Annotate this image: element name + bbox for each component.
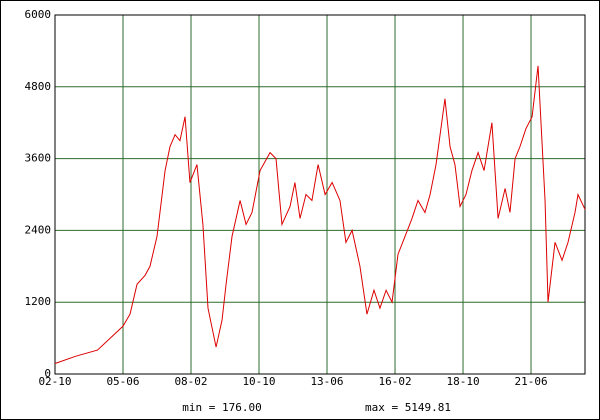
x-tick-label: 02-10 bbox=[38, 375, 71, 388]
plot-border bbox=[54, 14, 586, 375]
data-line bbox=[54, 65, 586, 364]
x-tick-label: 10-10 bbox=[242, 375, 275, 388]
x-tick-label: 16-02 bbox=[378, 375, 411, 388]
x-tick-label: 21-06 bbox=[514, 375, 547, 388]
x-tick-label: 05-06 bbox=[106, 375, 139, 388]
min-annotation: min = 176.00 bbox=[182, 401, 261, 414]
y-tick-label: 0 bbox=[44, 367, 51, 380]
x-tick-label: 08-02 bbox=[174, 375, 207, 388]
y-tick-label: 1200 bbox=[25, 295, 52, 308]
y-tick-label: 6000 bbox=[25, 8, 52, 21]
plot-area bbox=[54, 14, 586, 375]
y-tick-label: 3600 bbox=[25, 152, 52, 165]
x-tick-label: 13-06 bbox=[310, 375, 343, 388]
y-tick-label: 2400 bbox=[25, 223, 52, 236]
x-tick-label: 18-10 bbox=[446, 375, 479, 388]
max-annotation: max = 5149.81 bbox=[365, 401, 451, 414]
y-tick-label: 4800 bbox=[25, 80, 52, 93]
